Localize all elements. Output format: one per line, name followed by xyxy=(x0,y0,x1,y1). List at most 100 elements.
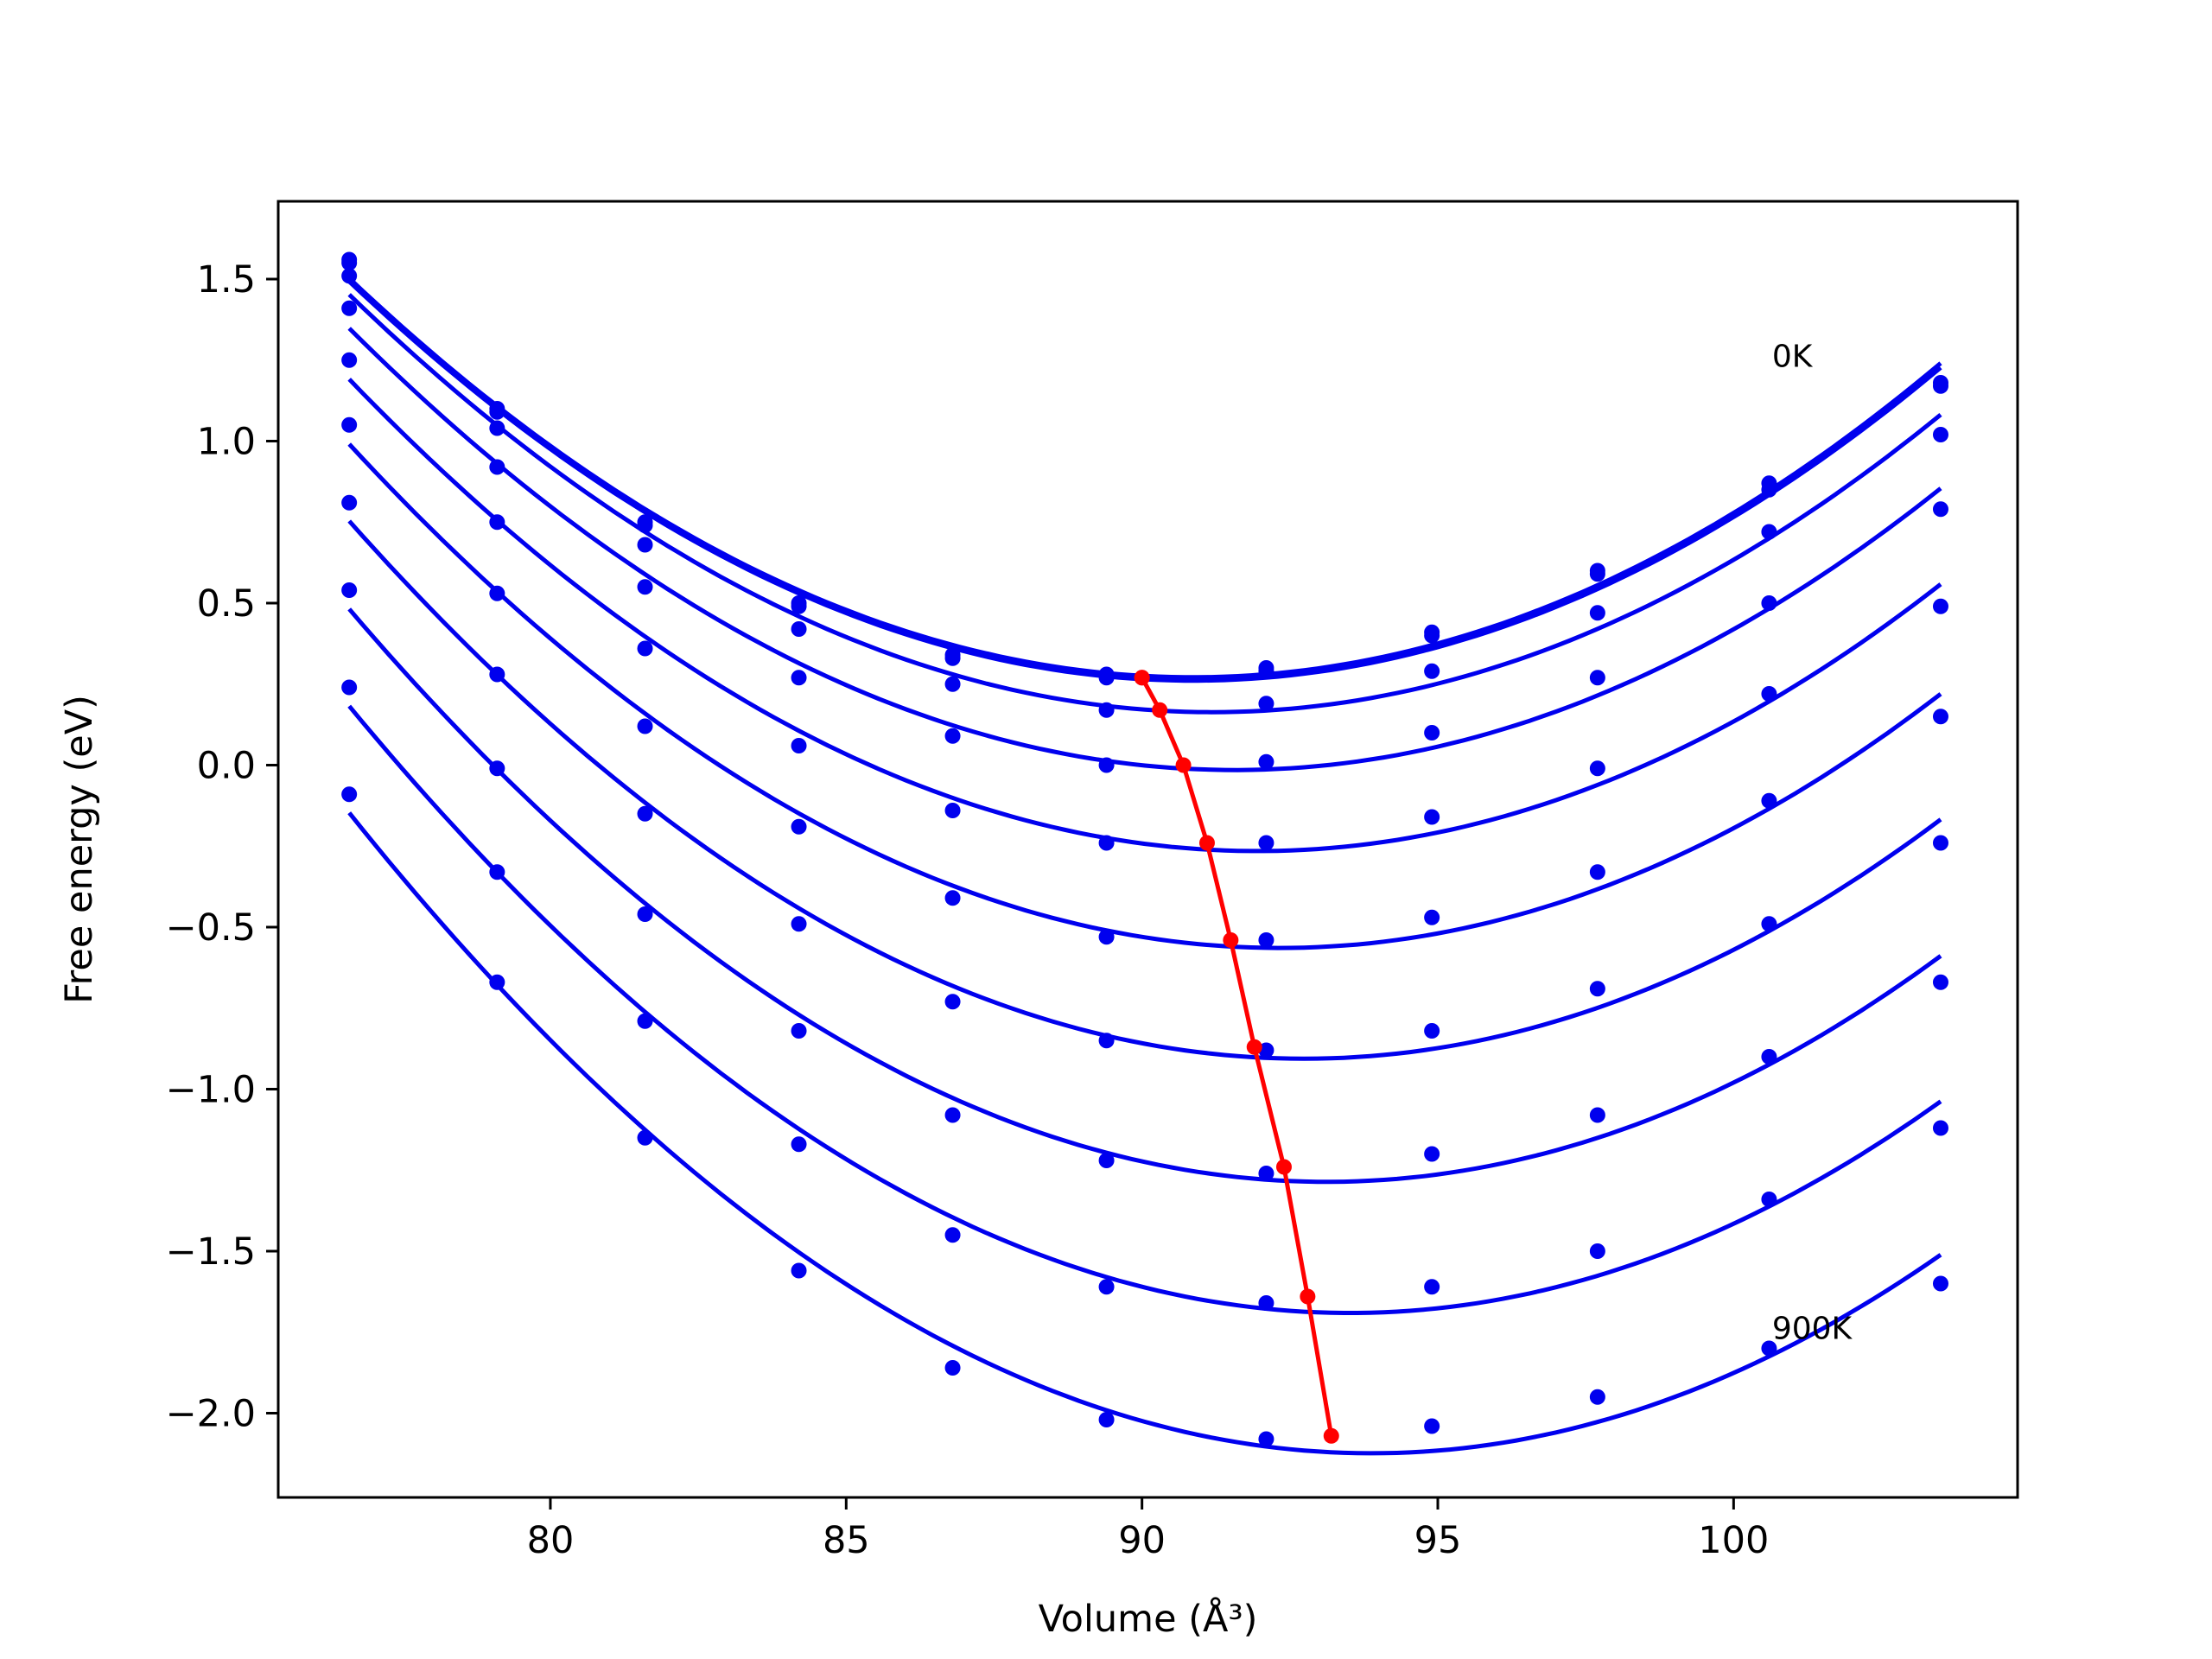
data-point xyxy=(1589,1107,1605,1123)
data-point xyxy=(637,640,653,657)
data-point xyxy=(489,864,505,880)
data-point xyxy=(1589,605,1605,621)
data-point xyxy=(637,906,653,922)
data-point xyxy=(1424,1023,1440,1039)
data-point xyxy=(791,818,807,835)
data-point xyxy=(1932,501,1948,518)
data-point xyxy=(1098,929,1115,945)
data-point xyxy=(489,760,505,777)
data-point xyxy=(1424,725,1440,741)
x-tick-label: 85 xyxy=(823,1519,870,1562)
minimum-point xyxy=(1152,702,1168,718)
data-point xyxy=(791,598,807,614)
y-tick-label: 1.0 xyxy=(197,421,256,464)
data-point xyxy=(944,803,961,818)
data-point xyxy=(637,579,653,595)
y-axis-label: Free energy (eV) xyxy=(58,695,101,1004)
data-point xyxy=(1761,595,1777,611)
data-point xyxy=(637,1013,653,1029)
data-point xyxy=(1258,663,1274,679)
data-point xyxy=(1932,1275,1948,1292)
data-point xyxy=(341,300,358,316)
data-point xyxy=(1932,709,1948,725)
data-point xyxy=(489,974,505,990)
data-point xyxy=(341,255,358,271)
data-point xyxy=(489,585,505,601)
data-point xyxy=(944,994,961,1010)
data-point xyxy=(1761,792,1777,809)
data-point xyxy=(791,916,807,932)
series-annotation: 900K xyxy=(1772,1311,1853,1346)
data-point xyxy=(489,420,505,436)
data-point xyxy=(1424,663,1440,679)
data-point xyxy=(1258,1166,1274,1181)
fit-curve-5 xyxy=(347,442,1942,950)
data-point xyxy=(1932,974,1948,990)
data-point xyxy=(1098,1033,1115,1049)
data-point xyxy=(341,268,358,284)
data-point xyxy=(341,494,358,511)
minimum-point xyxy=(1275,1159,1292,1175)
data-point xyxy=(1098,1279,1115,1295)
minimum-point xyxy=(1300,1288,1316,1305)
data-point xyxy=(1098,835,1115,851)
minimum-point xyxy=(1323,1427,1339,1444)
data-point xyxy=(1258,696,1274,712)
data-point xyxy=(1589,1389,1605,1405)
data-point xyxy=(1761,1340,1777,1357)
y-tick-label: 0.5 xyxy=(197,582,256,626)
data-point xyxy=(944,1227,961,1243)
data-point xyxy=(637,1129,653,1146)
minimum-point xyxy=(1175,757,1192,773)
data-point xyxy=(1098,702,1115,718)
y-axis-ticks: 1.5 1.0 0.5 0.0 −0.5 −1.0 −1.5 −2.0 xyxy=(166,258,278,1436)
data-point xyxy=(791,1023,807,1039)
data-point xyxy=(1932,835,1948,851)
data-point xyxy=(1589,760,1605,777)
data-point xyxy=(1258,835,1274,851)
data-point xyxy=(1761,1049,1777,1065)
data-point xyxy=(489,404,505,420)
minimum-line xyxy=(1134,670,1339,1444)
data-point xyxy=(1761,686,1777,702)
data-point xyxy=(1424,909,1440,925)
y-tick-label: 1.5 xyxy=(197,258,256,302)
x-tick-label: 90 xyxy=(1118,1519,1166,1562)
fit-curve-6 xyxy=(347,519,1942,1061)
data-point xyxy=(1098,670,1115,686)
data-point xyxy=(637,718,653,734)
fit-curve-7 xyxy=(347,607,1942,1185)
data-point xyxy=(944,890,961,906)
data-point xyxy=(944,676,961,692)
data-point xyxy=(1932,598,1948,614)
data-point xyxy=(791,621,807,637)
series-annotation: 0K xyxy=(1772,339,1814,374)
data-point xyxy=(944,650,961,666)
data-point xyxy=(341,352,358,368)
fit-curve-3 xyxy=(347,327,1942,772)
data-point xyxy=(489,666,505,683)
fit-curve-4 xyxy=(347,378,1942,854)
data-point xyxy=(1098,1153,1115,1168)
data-point xyxy=(1258,1295,1274,1311)
data-point xyxy=(1424,627,1440,644)
data-point xyxy=(1761,916,1777,932)
y-tick-label: −0.5 xyxy=(166,906,256,950)
data-point xyxy=(1424,809,1440,825)
data-point xyxy=(1932,378,1948,394)
data-point xyxy=(341,786,358,803)
x-axis-label: Volume (Å³) xyxy=(1039,1597,1258,1641)
y-tick-label: −2.0 xyxy=(166,1393,256,1436)
data-point xyxy=(1761,1192,1777,1207)
data-point xyxy=(944,728,961,744)
x-tick-label: 80 xyxy=(527,1519,575,1562)
data-point xyxy=(489,514,505,531)
annotations: 0K 900K xyxy=(1772,339,1853,1346)
minimum-point xyxy=(1134,670,1150,686)
data-point xyxy=(791,1262,807,1279)
data-point xyxy=(1589,864,1605,880)
data-point xyxy=(637,805,653,822)
data-point xyxy=(944,1107,961,1123)
